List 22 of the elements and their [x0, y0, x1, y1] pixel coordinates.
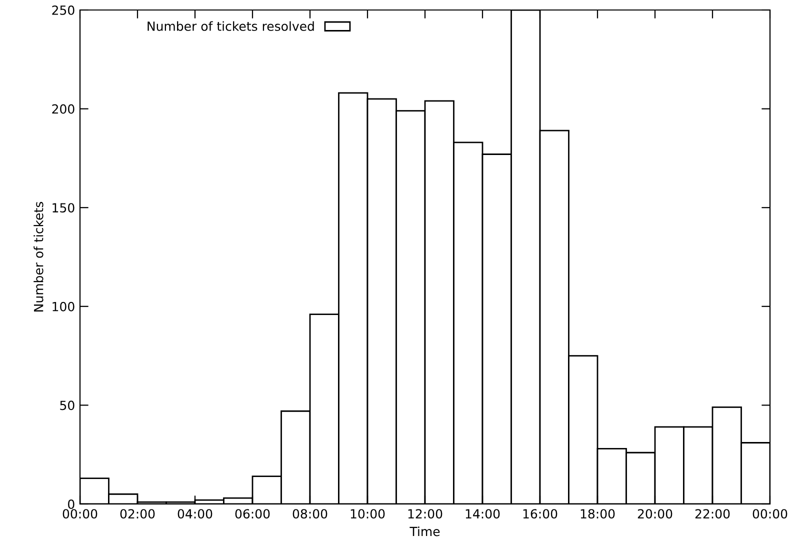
y-tick-label: 200	[52, 104, 74, 114]
x-tick-label: 00:00	[752, 509, 788, 519]
y-tick-label: 50	[60, 400, 74, 410]
x-tick-label: 06:00	[235, 509, 270, 519]
x-tick-label: 14:00	[466, 509, 500, 519]
x-axis-title: Time	[410, 526, 440, 536]
x-tick-label: 16:00	[523, 509, 558, 519]
x-tick-label: 08:00	[292, 509, 328, 519]
legend-label: Number of tickets resolved	[148, 21, 314, 31]
y-tick-label: 250	[52, 5, 74, 15]
x-tick-label: 02:00	[120, 509, 155, 519]
y-tick-label: 0	[68, 499, 74, 509]
x-tick-label: 10:00	[350, 509, 385, 519]
x-tick-label: 04:00	[178, 509, 212, 519]
x-tick-label: 20:00	[638, 509, 672, 519]
x-tick-label: 22:00	[695, 509, 730, 519]
y-tick-label: 150	[52, 203, 74, 213]
x-tick-label: 00:00	[62, 509, 98, 519]
y-tick-label: 100	[52, 302, 74, 312]
x-tick-label: 18:00	[580, 509, 615, 519]
x-tick-label: 12:00	[408, 509, 442, 519]
y-axis-title: Number of tickets	[34, 202, 44, 312]
